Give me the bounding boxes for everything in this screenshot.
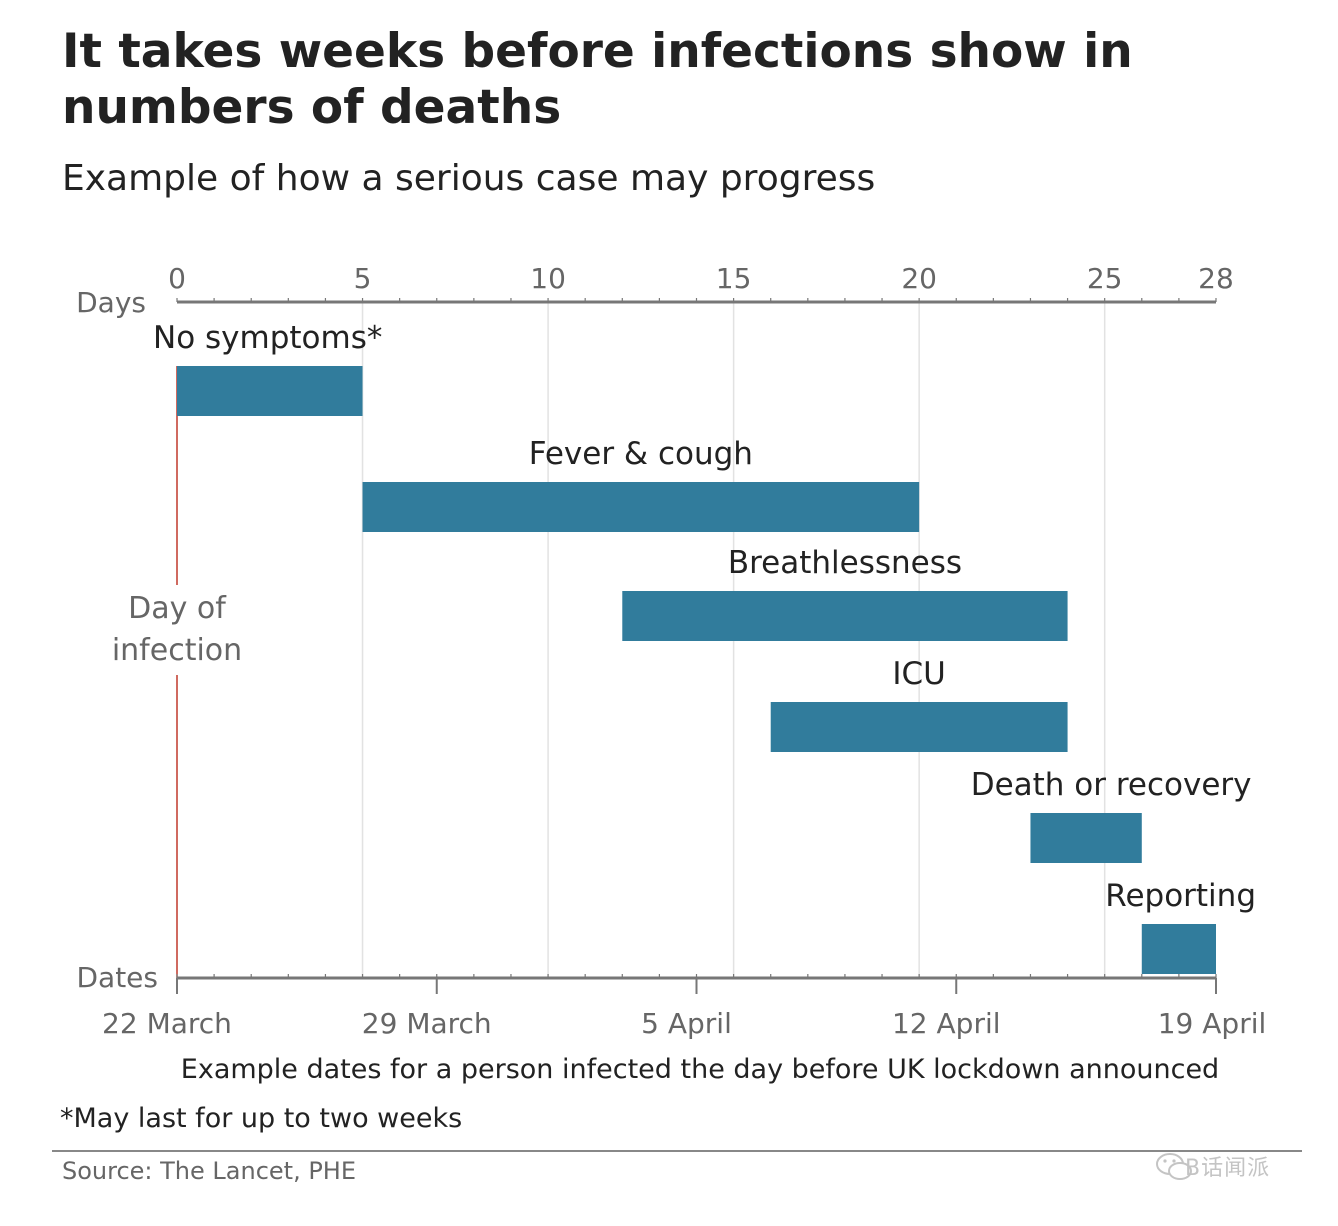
phase-bar xyxy=(622,591,1068,641)
chart-title: It takes weeks before infections show in… xyxy=(62,24,1133,135)
dates-tick-label: 29 March xyxy=(362,1007,492,1040)
phase-label: Fever & cough xyxy=(529,436,753,472)
phase-bar xyxy=(177,366,363,416)
days-tick-label: 28 xyxy=(1198,262,1234,295)
dates-tick-label: 12 April xyxy=(892,1007,1001,1040)
days-tick-label: 15 xyxy=(716,262,752,295)
chart-subtitle: Example of how a serious case may progre… xyxy=(62,158,876,199)
phase-bar xyxy=(1030,813,1142,863)
footnote: *May last for up to two weeks xyxy=(60,1103,463,1134)
days-tick-label: 10 xyxy=(530,262,566,295)
infection-label-line2: infection xyxy=(112,633,242,668)
infection-label-line1: Day of xyxy=(128,591,227,626)
days-tick-label: 0 xyxy=(168,262,186,295)
phase-label: Death or recovery xyxy=(971,767,1252,803)
dates-tick-label: 5 April xyxy=(641,1007,732,1040)
days-tick-label: 5 xyxy=(354,262,372,295)
dates-tick-label: 19 April xyxy=(1158,1007,1267,1040)
source-divider xyxy=(52,1150,1302,1152)
phase-bar xyxy=(770,702,1068,752)
wechat-icon xyxy=(1156,1153,1192,1180)
phase-bars: No symptoms* Fever & cough Breathlessness I… xyxy=(153,320,1256,974)
infection-marker: Day of infection xyxy=(112,366,242,978)
phase-label: Breathlessness xyxy=(728,545,962,581)
phase-label: Reporting xyxy=(1105,878,1256,914)
source-credit: Source: The Lancet, PHE xyxy=(62,1157,357,1185)
phase-label: ICU xyxy=(892,656,945,692)
days-tick-label: 25 xyxy=(1087,262,1123,295)
watermark: B话闻派 xyxy=(1185,1156,1271,1181)
dates-caption: Example dates for a person infected the … xyxy=(181,1054,1219,1085)
phase-bar xyxy=(1141,924,1216,974)
dates-axis-label: Dates xyxy=(76,961,158,994)
axes: Days 0 5 10 15 20 25 28 Dates 22 March 29 March 5 A… xyxy=(76,262,1266,1085)
phase-label: No symptoms* xyxy=(153,320,382,356)
days-tick-label: 20 xyxy=(901,262,937,295)
dates-tick-label: 22 March xyxy=(102,1007,232,1040)
phase-bar xyxy=(362,482,920,532)
days-axis-label: Days xyxy=(76,286,146,319)
